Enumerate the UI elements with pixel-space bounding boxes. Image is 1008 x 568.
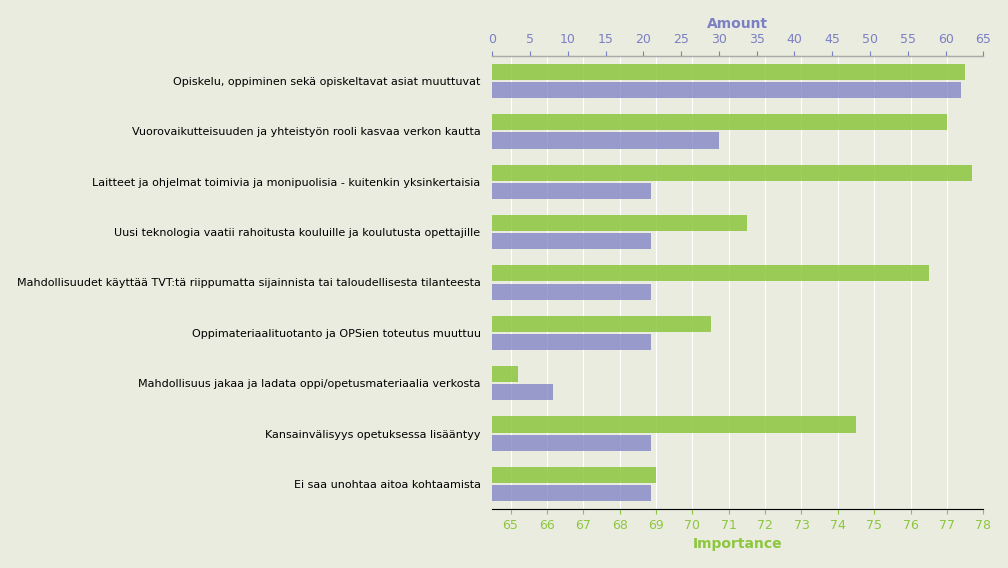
Bar <box>492 467 656 483</box>
Bar <box>492 64 965 80</box>
Bar <box>492 334 651 350</box>
Bar <box>492 416 856 432</box>
Bar <box>492 366 518 382</box>
Bar <box>492 233 651 249</box>
Bar <box>492 485 651 501</box>
X-axis label: Amount: Amount <box>708 16 768 31</box>
Bar <box>492 283 651 299</box>
X-axis label: Importance: Importance <box>694 537 782 552</box>
Bar <box>492 114 947 131</box>
Bar <box>492 435 651 450</box>
Bar <box>492 384 552 400</box>
Bar <box>492 132 719 149</box>
Bar <box>492 82 961 98</box>
Bar <box>492 215 747 231</box>
Bar <box>492 183 651 199</box>
Bar <box>492 316 711 332</box>
Bar <box>492 165 973 181</box>
Bar <box>492 265 928 282</box>
